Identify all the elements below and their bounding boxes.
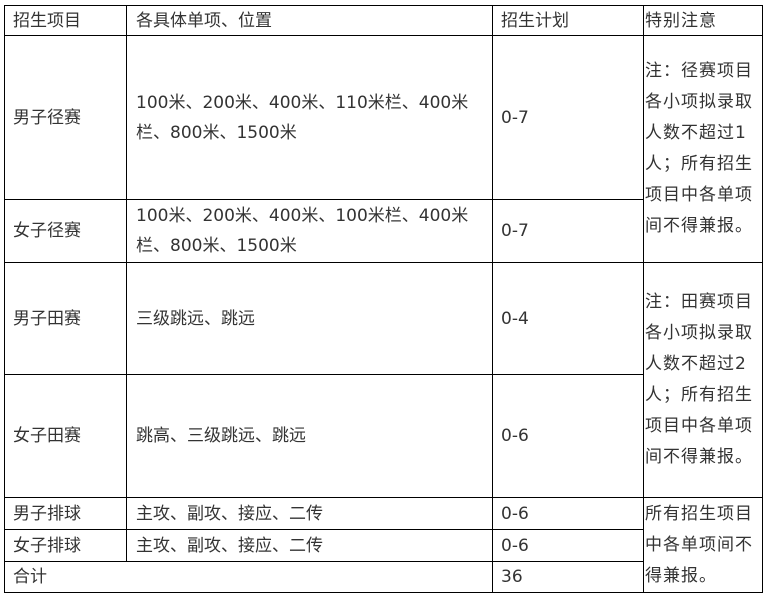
cell-project: 女子田赛	[4, 374, 127, 498]
note-line: 注：田赛项目	[645, 292, 753, 312]
cell-project: 男子径赛	[4, 35, 127, 200]
header-items: 各具体单项、位置	[126, 5, 493, 36]
table-row: 男子排球 主攻、副攻、接应、二传 0-6 所有招生项目 中各单项间不 得兼报。	[4, 497, 763, 593]
note-line: 各小项拟录取	[645, 323, 753, 343]
cell-items: 跳高、三级跳远、跳远	[126, 374, 493, 498]
cell-total-plan: 36	[492, 561, 644, 593]
cell-plan: 0-7	[492, 199, 644, 263]
cell-project: 男子田赛	[4, 262, 127, 375]
recruitment-table: 招生项目 各具体单项、位置 招生计划 特别注意 男子径赛 100米、200米、4…	[4, 5, 763, 593]
cell-items: 100米、200米、400米、110米栏、400米栏、800米、1500米	[126, 35, 493, 200]
note-line: 人；所有招生	[645, 154, 753, 174]
header-project: 招生项目	[4, 5, 127, 36]
note-line: 人数不超过2	[645, 354, 747, 374]
note-line: 各小项拟录取	[645, 92, 753, 112]
cell-items: 主攻、副攻、接应、二传	[126, 497, 493, 530]
note-line: 项目中各单项	[645, 185, 753, 205]
note-line: 人数不超过1	[645, 123, 747, 143]
cell-plan: 0-6	[492, 497, 644, 530]
cell-plan: 0-4	[492, 262, 644, 375]
cell-project: 女子径赛	[4, 199, 127, 263]
cell-plan: 0-6	[492, 529, 644, 562]
table-row: 男子径赛 100米、200米、400米、110米栏、400米栏、800米、150…	[4, 35, 763, 263]
cell-note-track: 注：径赛项目 各小项拟录取 人数不超过1 人；所有招生 项目中各单项 间不得兼报。	[643, 35, 763, 263]
note-line: 间不得兼报。	[645, 447, 753, 467]
cell-items: 三级跳远、跳远	[126, 262, 493, 375]
note-line: 得兼报。	[645, 565, 717, 586]
header-notes: 特别注意	[643, 5, 763, 36]
note-line: 间不得兼报。	[645, 216, 753, 236]
note-line: 注：径赛项目	[645, 61, 753, 81]
table-row: 女子径赛 100米、200米、400米、100米栏、400米栏、800米、150…	[4, 199, 763, 263]
note-line: 人；所有招生	[645, 385, 753, 405]
cell-plan: 0-7	[492, 35, 644, 200]
cell-note-volleyball: 所有招生项目 中各单项间不 得兼报。	[643, 497, 763, 593]
cell-plan: 0-6	[492, 374, 644, 498]
cell-project: 女子排球	[4, 529, 127, 562]
cell-items: 100米、200米、400米、100米栏、400米栏、800米、1500米	[126, 199, 493, 263]
table-row: 女子田赛 跳高、三级跳远、跳远 0-6	[4, 374, 763, 498]
note-line: 项目中各单项	[645, 416, 753, 436]
table-header-row: 招生项目 各具体单项、位置 招生计划 特别注意	[4, 5, 763, 36]
cell-note-field: 注：田赛项目 各小项拟录取 人数不超过2 人；所有招生 项目中各单项 间不得兼报。	[643, 262, 763, 498]
cell-total-label: 合计	[4, 561, 493, 593]
cell-project: 男子排球	[4, 497, 127, 530]
table-total-row: 合计 36	[4, 561, 763, 593]
cell-items: 主攻、副攻、接应、二传	[126, 529, 493, 562]
note-line: 所有招生项目	[645, 503, 753, 524]
table-row: 男子田赛 三级跳远、跳远 0-4 注：田赛项目 各小项拟录取 人数不超过2 人；所有招…	[4, 262, 763, 498]
header-plan: 招生计划	[492, 5, 644, 36]
note-line: 中各单项间不	[645, 534, 753, 555]
